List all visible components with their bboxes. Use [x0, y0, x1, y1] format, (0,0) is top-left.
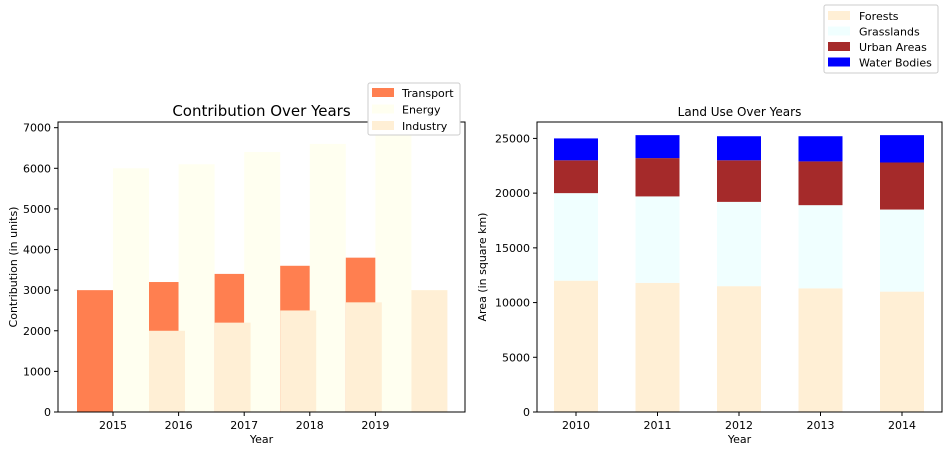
bar-urban-areas-2013: [798, 161, 843, 206]
bar-water-bodies-2012: [717, 136, 761, 161]
legend-swatch-transport: [372, 88, 394, 97]
bar-grasslands-2012: [717, 201, 761, 287]
chart-contribution: 0 1000 2000 3000 4000 5000 6000 7000 2015 2016 201…: [7, 82, 466, 446]
chart-land-use: 0 5000 10000 15000 20000 25000 2010 2011 2012 201…: [476, 4, 943, 446]
legend-label-industry: Industry: [402, 120, 448, 133]
x-tick-label: 2017: [230, 419, 258, 432]
y-axis-label: Area (in square km): [476, 213, 489, 322]
legend: Transport Energy Industry: [367, 82, 461, 136]
bar-grasslands-2014: [880, 209, 924, 292]
y-tick-label: 4000: [23, 244, 51, 257]
chart-title: Land Use Over Years: [678, 105, 802, 119]
bar-urban-areas-2014: [880, 162, 924, 210]
legend-label-water-bodies: Water Bodies: [859, 57, 932, 70]
x-tick-label: 2012: [725, 419, 753, 432]
legend-label-forests: Forests: [859, 10, 899, 23]
bar-water-bodies-2011: [635, 135, 680, 159]
legend: Forests Grasslands Urban Areas Water Bodies: [823, 4, 939, 74]
legend-frame: [823, 4, 939, 74]
bar-water-bodies-2010: [554, 138, 598, 161]
x-tick-label: 2015: [99, 419, 127, 432]
x-tick-label: 2014: [888, 419, 916, 432]
legend-swatch-urban-areas: [828, 42, 850, 51]
y-tick-label: 0: [44, 406, 51, 419]
bar-industry-2019: [411, 290, 448, 412]
bar-grasslands-2010: [554, 193, 598, 281]
bar-industry-2015: [149, 330, 185, 412]
y-tick-label: 0: [523, 406, 530, 419]
bar-urban-areas-2011: [635, 158, 680, 197]
bar-forests-2012: [717, 286, 761, 412]
x-tick-label: 2019: [361, 419, 389, 432]
legend-label-urban-areas: Urban Areas: [859, 41, 927, 54]
plot-frame: [57, 121, 466, 413]
x-axis-label: Year: [249, 433, 274, 446]
x-tick-label: 2013: [807, 419, 835, 432]
y-tick-label: 7000: [23, 122, 51, 135]
legend-swatch-grasslands: [828, 26, 850, 36]
legend-label-transport: Transport: [401, 87, 454, 100]
y-tick-label: 1000: [23, 365, 51, 378]
y-tick-label: 3000: [23, 284, 51, 297]
legend-swatch-forests: [828, 11, 850, 20]
legend-swatch-industry: [372, 121, 394, 130]
y-axis-label: Contribution (in units): [7, 207, 20, 328]
bar-forests-2013: [798, 288, 843, 412]
y-tick-label: 10000: [495, 297, 530, 310]
bar-water-bodies-2014: [880, 135, 924, 163]
bar-transport-2015: [77, 290, 113, 412]
x-tick-label: 2016: [165, 419, 193, 432]
x-tick-label: 2010: [562, 419, 590, 432]
bar-energy-2015: [113, 168, 149, 412]
legend-swatch-water-bodies: [828, 57, 850, 67]
bar-urban-areas-2012: [717, 160, 761, 202]
x-tick-label: 2011: [644, 419, 672, 432]
bar-grasslands-2013: [798, 205, 843, 289]
bar-grasslands-2011: [635, 196, 680, 283]
y-tick-label: 2000: [23, 325, 51, 338]
bar-industry-2016: [214, 322, 251, 412]
y-tick-label: 6000: [23, 162, 51, 175]
bar-industry-2017: [280, 310, 317, 412]
legend-swatch-energy: [372, 104, 394, 114]
chart-title: Contribution Over Years: [172, 102, 351, 120]
legend-label-grasslands: Grasslands: [859, 26, 920, 39]
bar-forests-2014: [880, 291, 924, 412]
bar-forests-2011: [635, 282, 680, 412]
y-tick-label: 25000: [495, 132, 530, 145]
x-tick-label: 2018: [296, 419, 324, 432]
bar-water-bodies-2013: [798, 136, 843, 162]
y-tick-label: 15000: [495, 242, 530, 255]
y-tick-label: 5000: [23, 203, 51, 216]
y-tick-label: 5000: [502, 351, 530, 364]
y-tick-label: 20000: [495, 187, 530, 200]
x-axis-label: Year: [727, 433, 752, 446]
legend-label-energy: Energy: [402, 104, 441, 117]
bar-industry-2018: [345, 302, 382, 412]
bar-urban-areas-2010: [554, 160, 598, 194]
bar-forests-2010: [554, 280, 598, 412]
